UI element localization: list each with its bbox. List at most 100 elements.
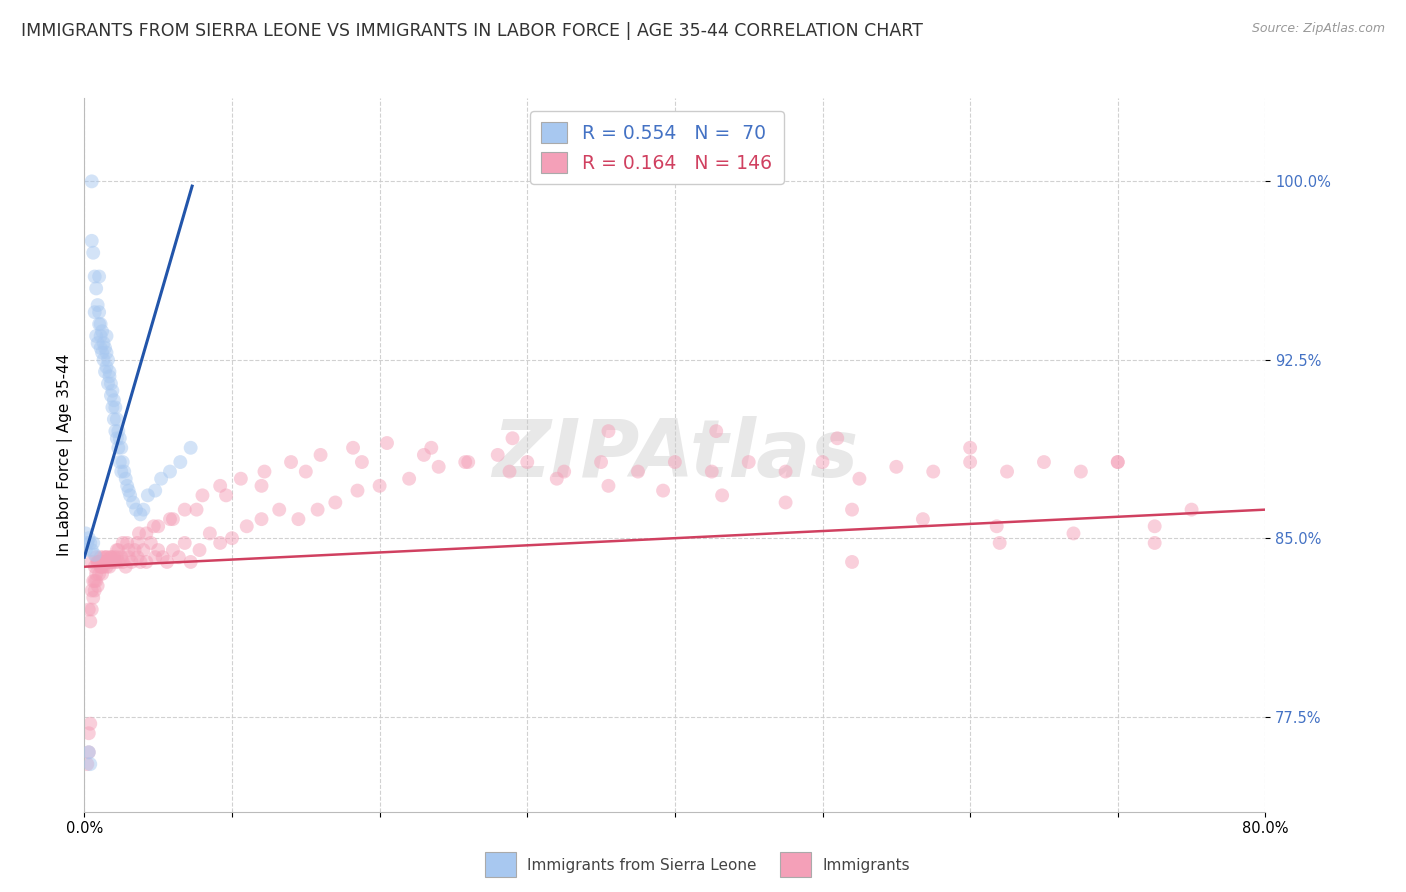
Point bbox=[94, 555, 117, 569]
Text: Source: ZipAtlas.com: Source: ZipAtlas.com bbox=[1251, 22, 1385, 36]
Point bbox=[94, 555, 117, 569]
Point bbox=[84, 550, 107, 565]
Point bbox=[368, 479, 391, 493]
Point bbox=[100, 550, 122, 565]
Point bbox=[118, 543, 141, 558]
Point bbox=[98, 369, 121, 384]
Point bbox=[82, 536, 104, 550]
Point bbox=[83, 548, 105, 562]
Point bbox=[80, 543, 103, 558]
Point bbox=[250, 512, 273, 526]
Point bbox=[152, 550, 174, 565]
Point bbox=[108, 431, 131, 445]
Text: IMMIGRANTS FROM SIERRA LEONE VS IMMIGRANTS IN LABOR FORCE | AGE 35-44 CORRELATIO: IMMIGRANTS FROM SIERRA LEONE VS IMMIGRAN… bbox=[21, 22, 922, 40]
Point bbox=[346, 483, 368, 498]
Point bbox=[87, 269, 111, 284]
Point bbox=[922, 465, 945, 479]
Point bbox=[124, 543, 146, 558]
Point bbox=[1143, 519, 1166, 533]
Point bbox=[79, 757, 101, 772]
Point bbox=[110, 465, 132, 479]
Point bbox=[77, 602, 100, 616]
Point bbox=[100, 550, 122, 565]
Point bbox=[98, 559, 121, 574]
Point bbox=[90, 550, 112, 565]
Point bbox=[162, 512, 184, 526]
Point bbox=[97, 352, 120, 367]
Point bbox=[96, 345, 118, 359]
Point bbox=[77, 745, 100, 759]
Text: Immigrants from Sierra Leone: Immigrants from Sierra Leone bbox=[527, 858, 756, 872]
Point bbox=[295, 465, 318, 479]
Point bbox=[110, 441, 132, 455]
Point bbox=[77, 745, 100, 759]
Point bbox=[173, 502, 195, 516]
Point bbox=[87, 305, 111, 319]
Point bbox=[169, 455, 191, 469]
Point bbox=[350, 455, 373, 469]
Text: ZIPAtlas: ZIPAtlas bbox=[492, 416, 858, 494]
Point bbox=[700, 465, 723, 479]
Point bbox=[83, 559, 105, 574]
Point bbox=[180, 555, 202, 569]
Point bbox=[125, 502, 148, 516]
Point bbox=[135, 526, 157, 541]
Point bbox=[498, 465, 520, 479]
Point bbox=[121, 555, 143, 569]
Point bbox=[80, 555, 103, 569]
Point bbox=[129, 508, 152, 522]
Point bbox=[91, 324, 114, 338]
Point bbox=[105, 412, 128, 426]
Point bbox=[96, 559, 118, 574]
Point bbox=[188, 543, 211, 558]
Point bbox=[180, 441, 202, 455]
Point bbox=[77, 726, 100, 740]
Legend: R = 0.554   N =  70, R = 0.164   N = 146: R = 0.554 N = 70, R = 0.164 N = 146 bbox=[530, 112, 783, 184]
Point bbox=[84, 281, 107, 295]
Point bbox=[516, 455, 538, 469]
Point bbox=[101, 555, 124, 569]
Point bbox=[886, 459, 908, 474]
Point bbox=[156, 555, 179, 569]
Point bbox=[420, 441, 443, 455]
Point bbox=[704, 424, 727, 438]
Point bbox=[995, 465, 1018, 479]
Point bbox=[841, 502, 863, 516]
Point bbox=[104, 555, 127, 569]
Point bbox=[93, 336, 115, 351]
Point bbox=[114, 559, 136, 574]
Point bbox=[96, 329, 118, 343]
Point bbox=[80, 234, 103, 248]
Point bbox=[198, 526, 221, 541]
Point bbox=[848, 472, 870, 486]
Point bbox=[127, 536, 149, 550]
Point bbox=[775, 465, 797, 479]
Point bbox=[82, 245, 104, 260]
Point bbox=[96, 359, 118, 374]
Point bbox=[221, 531, 243, 545]
Point bbox=[501, 431, 523, 445]
Point bbox=[90, 559, 112, 574]
Point bbox=[280, 455, 302, 469]
Point bbox=[287, 512, 309, 526]
Point bbox=[107, 555, 129, 569]
Point bbox=[122, 495, 145, 509]
Point bbox=[591, 455, 613, 469]
Point bbox=[94, 341, 117, 355]
Point bbox=[162, 543, 184, 558]
Point bbox=[148, 519, 170, 533]
Point bbox=[111, 536, 134, 550]
Point bbox=[83, 269, 105, 284]
Point bbox=[143, 483, 166, 498]
Point bbox=[105, 431, 128, 445]
Point bbox=[97, 376, 120, 391]
Point bbox=[101, 384, 124, 398]
Point bbox=[988, 536, 1011, 550]
Point bbox=[75, 526, 97, 541]
Point bbox=[93, 559, 115, 574]
Point bbox=[86, 579, 108, 593]
Point bbox=[142, 519, 165, 533]
Point bbox=[93, 352, 115, 367]
Point bbox=[128, 526, 150, 541]
Point bbox=[115, 479, 138, 493]
